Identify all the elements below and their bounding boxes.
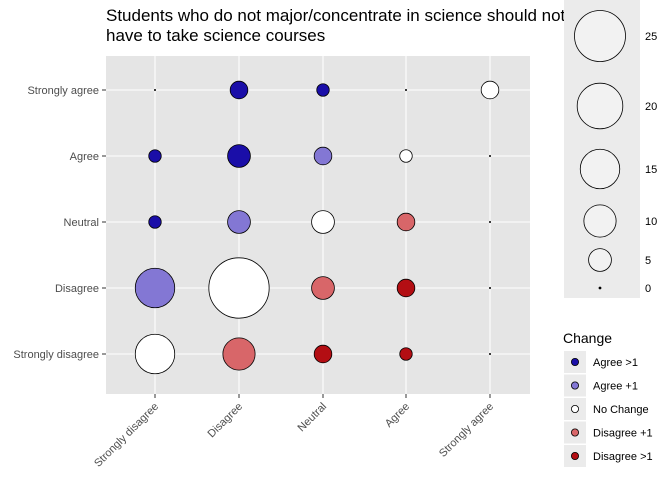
size-legend-label-20: 20 — [645, 101, 657, 113]
point-neutral-neutral — [311, 210, 335, 234]
color-legend-key-no-change — [571, 404, 580, 413]
y-tick-label-neutral: Neutral — [64, 217, 99, 229]
y-tick-label-strongly-disagree: Strongly disagree — [13, 349, 99, 361]
size-legend-key-25 — [574, 10, 626, 62]
size-legend-label-15: 15 — [645, 164, 657, 176]
point-agree-strongly-disagree — [399, 347, 413, 361]
y-tick-label-agree: Agree — [70, 151, 99, 163]
point-strongly-disagree-strongly-agree — [154, 89, 156, 91]
point-strongly-disagree-strongly-disagree — [134, 333, 176, 375]
size-legend-label-5: 5 — [645, 255, 651, 267]
x-tick-label-agree: Agree — [383, 401, 412, 430]
point-agree-strongly-agree — [405, 89, 407, 91]
chart-title-line: have to take science courses — [106, 26, 325, 45]
size-legend-label-0: 0 — [645, 283, 651, 295]
size-legend: 25 20 15 10 5 0 — [574, 10, 657, 295]
point-neutral-disagree — [311, 276, 335, 300]
color-legend-key-disagree-1 — [571, 451, 580, 460]
x-tick-label-neutral: Neutral — [296, 401, 330, 435]
point-neutral-agree — [313, 146, 333, 166]
data-points — [134, 80, 500, 375]
size-legend-key-15 — [579, 148, 621, 190]
x-tick-label-strongly-agree: Strongly agree — [437, 401, 496, 460]
chart-title: Students who do not major/concentrate in… — [106, 6, 566, 45]
point-disagree-strongly-disagree — [222, 337, 256, 371]
color-legend-label-agree-1: Agree +1 — [593, 381, 638, 393]
color-legend-key-disagree-1 — [571, 428, 580, 437]
point-strongly-disagree-disagree — [134, 267, 176, 309]
size-legend-key-5 — [588, 248, 612, 272]
point-agree-agree — [399, 149, 413, 163]
color-legend-key-agree-1 — [571, 357, 580, 366]
point-strongly-agree-neutral — [489, 221, 491, 223]
point-disagree-neutral — [227, 210, 251, 234]
point-strongly-disagree-agree — [148, 149, 162, 163]
x-axis: Strongly disagree Disagree Neutral Agree Str… — [92, 394, 496, 470]
size-legend-key-0 — [598, 286, 602, 290]
y-axis: Strongly disagree Disagree Neutral Agree Str… — [13, 85, 106, 361]
point-strongly-disagree-neutral — [148, 215, 162, 229]
color-legend-label-disagree-1: Disagree >1 — [593, 451, 653, 463]
size-legend-key-10 — [583, 204, 617, 238]
size-legend-label-10: 10 — [645, 216, 657, 228]
point-strongly-agree-disagree — [489, 287, 491, 289]
point-disagree-disagree — [208, 257, 270, 319]
point-strongly-agree-agree — [489, 155, 491, 157]
point-neutral-strongly-agree — [316, 83, 330, 97]
color-legend-label-agree-1: Agree >1 — [593, 357, 638, 369]
point-disagree-strongly-agree — [229, 80, 249, 100]
point-strongly-agree-strongly-disagree — [489, 353, 491, 355]
color-legend-label-no-change: No Change — [593, 404, 649, 416]
y-tick-label-disagree: Disagree — [55, 283, 99, 295]
color-legend-label-disagree-1: Disagree +1 — [593, 428, 653, 440]
color-legend: Agree >1 Agree +1 No Change Disagree +1 Disa… — [564, 351, 653, 467]
point-agree-disagree — [396, 278, 416, 298]
x-tick-label-strongly-disagree: Strongly disagree — [92, 401, 161, 470]
point-neutral-strongly-disagree — [313, 344, 333, 364]
size-legend-key-20 — [576, 82, 624, 130]
color-legend-title: Change — [563, 330, 612, 346]
point-disagree-agree — [227, 144, 251, 168]
x-tick-label-disagree: Disagree — [206, 401, 246, 441]
point-agree-neutral — [396, 212, 416, 232]
size-legend-label-25: 25 — [645, 31, 657, 43]
y-tick-label-strongly-agree: Strongly agree — [27, 85, 99, 97]
point-strongly-agree-strongly-agree — [480, 80, 500, 100]
chart-title-line: Students who do not major/concentrate in… — [106, 6, 566, 25]
color-legend-key-agree-1 — [571, 381, 580, 390]
